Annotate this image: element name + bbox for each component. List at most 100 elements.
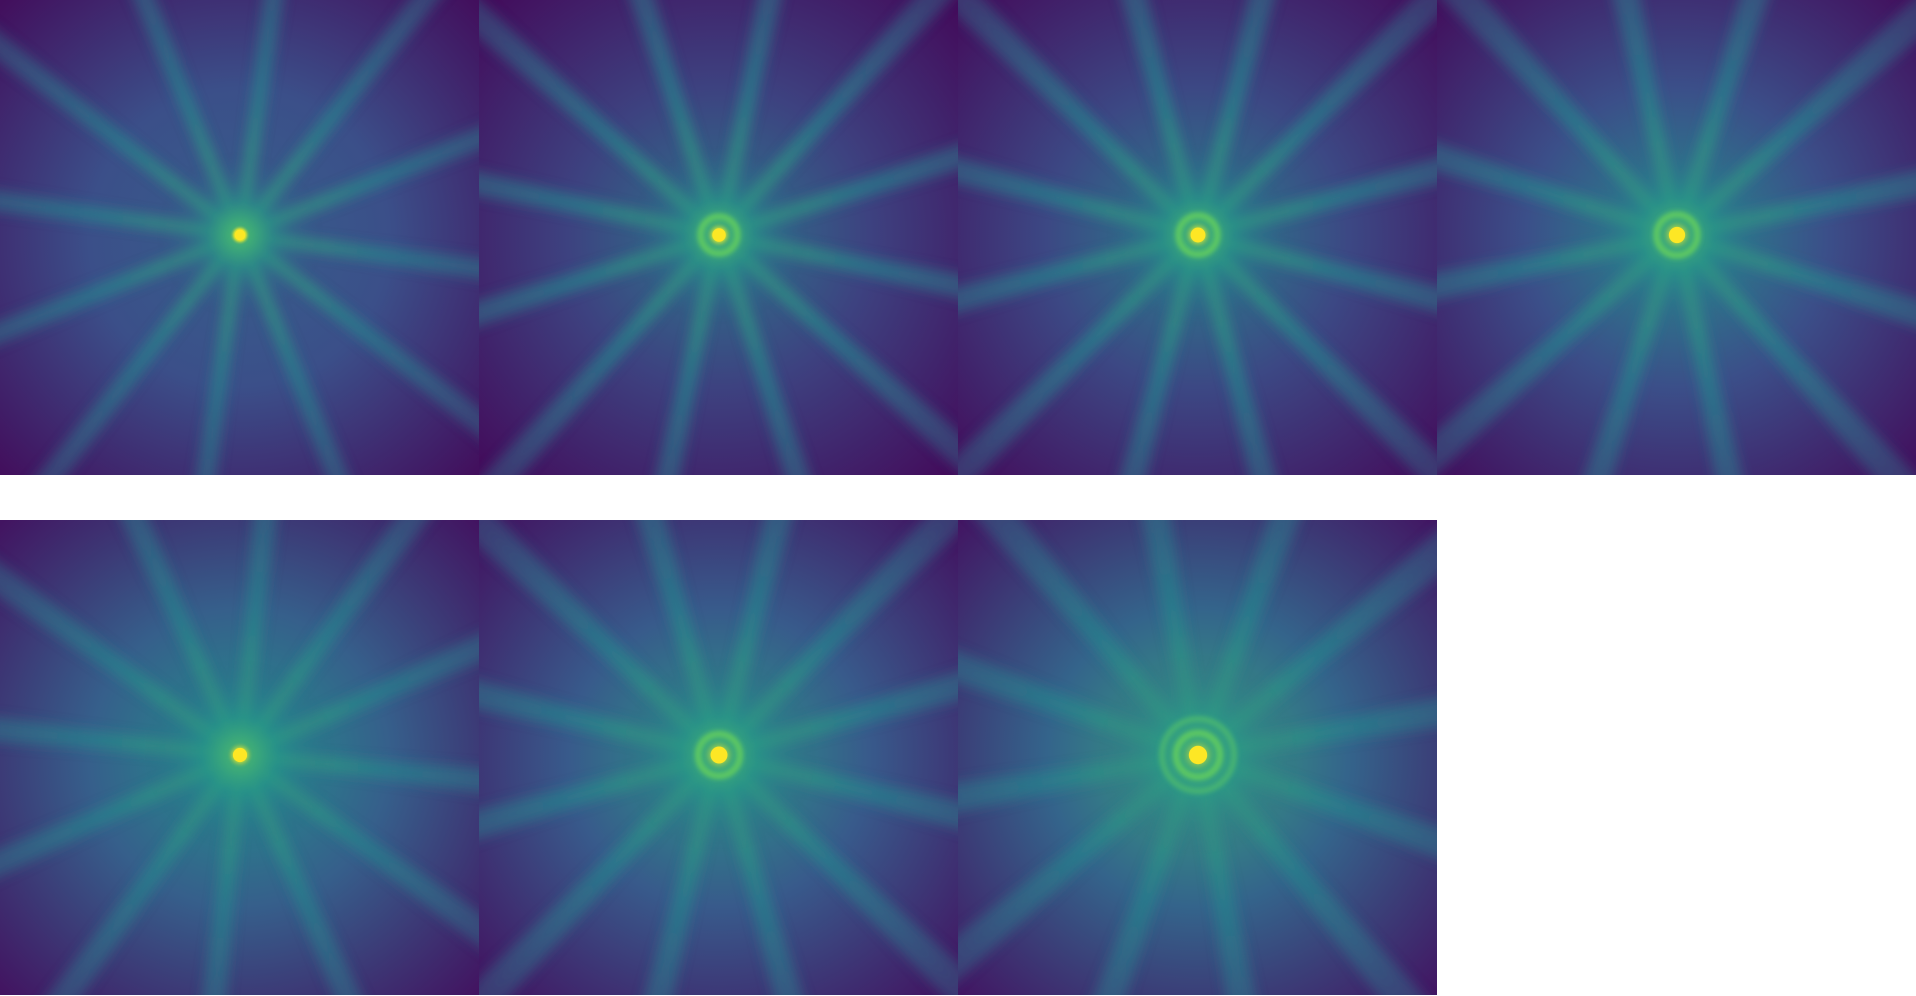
- diffraction-spike: [236, 233, 411, 475]
- diffraction-spike: [716, 232, 958, 475]
- psf-image: [958, 520, 1437, 995]
- diffraction-spike: [958, 590, 1200, 759]
- airy-ring: [695, 731, 743, 779]
- diffraction-spike: [1673, 0, 1827, 237]
- diffraction-spike: [715, 233, 866, 475]
- diffraction-spike: [572, 0, 723, 237]
- diffraction-spikes: [479, 0, 958, 475]
- diffraction-spike: [239, 751, 479, 818]
- psf-image: [0, 520, 479, 995]
- diffraction-spike: [1071, 0, 1202, 237]
- diffraction-spike: [479, 752, 722, 995]
- diffraction-spike: [958, 751, 1199, 850]
- diffraction-spike: [237, 751, 479, 995]
- diffraction-spike: [1569, 0, 1681, 236]
- diffraction-spike: [236, 0, 314, 236]
- diffraction-spike: [1675, 231, 1916, 385]
- psf-panel: [479, 520, 958, 995]
- diffraction-spike: [1194, 754, 1293, 995]
- diffraction-spike: [236, 520, 303, 756]
- diffraction-spike: [238, 64, 479, 239]
- diffraction-spike: [479, 130, 720, 239]
- psf-image: [1437, 0, 1916, 475]
- airy-ring: [1159, 716, 1237, 794]
- diffraction-spike: [0, 751, 242, 943]
- airy-rings: [1159, 716, 1237, 794]
- diffraction-spike: [0, 520, 243, 759]
- diffraction-spike: [597, 754, 723, 995]
- diffraction-spike: [1103, 520, 1202, 756]
- diffraction-spike: [479, 0, 722, 238]
- diffraction-spike: [236, 753, 428, 995]
- diffraction-spike: [718, 751, 958, 877]
- airy-rings: [695, 731, 743, 779]
- diffraction-spikes: [0, 0, 479, 475]
- diffraction-spike: [1676, 127, 1916, 239]
- diffraction-spike: [1194, 752, 1437, 995]
- diffraction-spike: [0, 752, 244, 995]
- diffraction-spike: [614, 234, 723, 475]
- diffraction-spikes: [0, 520, 479, 995]
- diffraction-spike: [1437, 231, 1678, 343]
- diffraction-spike: [0, 0, 243, 239]
- diffraction-spike: [1527, 233, 1681, 475]
- diffraction-spike: [1071, 233, 1202, 475]
- diffraction-spike: [717, 88, 958, 239]
- diffraction-spikes: [958, 520, 1437, 995]
- diffraction-spikes: [1437, 0, 1916, 475]
- diffraction-spike: [479, 232, 722, 475]
- diffraction-spike: [69, 0, 244, 237]
- diffraction-spike: [1194, 0, 1325, 237]
- diffraction-spikes: [958, 0, 1437, 475]
- diffraction-spike: [1194, 233, 1325, 475]
- diffraction-spike: [716, 0, 958, 238]
- diffraction-spike: [1197, 660, 1437, 759]
- diffraction-spikes: [479, 520, 958, 995]
- diffraction-spike: [583, 520, 723, 757]
- diffraction-spike: [479, 633, 720, 759]
- diffraction-spike: [52, 520, 244, 757]
- psf-core-peak: [710, 746, 728, 764]
- diffraction-spike: [715, 520, 841, 756]
- psf-core-peak: [232, 747, 248, 763]
- diffraction-spike: [715, 753, 855, 995]
- airy-ring: [1653, 211, 1701, 259]
- psf-image: [0, 0, 479, 475]
- diffraction-spike: [177, 754, 244, 995]
- diffraction-spike: [1195, 0, 1437, 238]
- psf-core-peak: [1188, 745, 1208, 765]
- airy-ring: [697, 213, 741, 257]
- diffraction-spike: [1196, 108, 1437, 239]
- diffraction-spike: [1033, 753, 1202, 995]
- diffraction-spike: [958, 108, 1200, 239]
- diffraction-spike: [1673, 234, 1785, 475]
- psf-panel: [0, 520, 479, 995]
- diffraction-spike: [0, 692, 241, 759]
- diffraction-spike: [715, 0, 824, 236]
- diffraction-spike: [1437, 85, 1679, 239]
- diffraction-spike: [239, 231, 479, 309]
- diffraction-spike: [237, 231, 479, 475]
- psf-core-peak: [712, 228, 726, 242]
- diffraction-spike: [958, 520, 1202, 758]
- diffraction-spike: [958, 0, 1201, 238]
- diffraction-spike: [716, 752, 958, 995]
- psf-panel: [479, 0, 958, 475]
- diffraction-spike: [166, 234, 244, 475]
- airy-rings: [697, 213, 741, 257]
- diffraction-spike: [1674, 232, 1916, 475]
- diffraction-spike: [1195, 520, 1437, 759]
- diffraction-spike: [238, 567, 479, 759]
- psf-image: [479, 0, 958, 475]
- diffraction-spike: [1437, 232, 1680, 475]
- diffraction-spike: [717, 619, 958, 759]
- psf-panel: [958, 520, 1437, 995]
- diffraction-spike: [236, 0, 479, 238]
- psf-core-peak: [1190, 227, 1206, 243]
- diffraction-spike: [1196, 751, 1437, 920]
- airy-ring: [1173, 730, 1223, 780]
- psf-panel: [1437, 0, 1916, 475]
- diffraction-spike: [1674, 0, 1916, 238]
- diffraction-spike: [1194, 520, 1363, 757]
